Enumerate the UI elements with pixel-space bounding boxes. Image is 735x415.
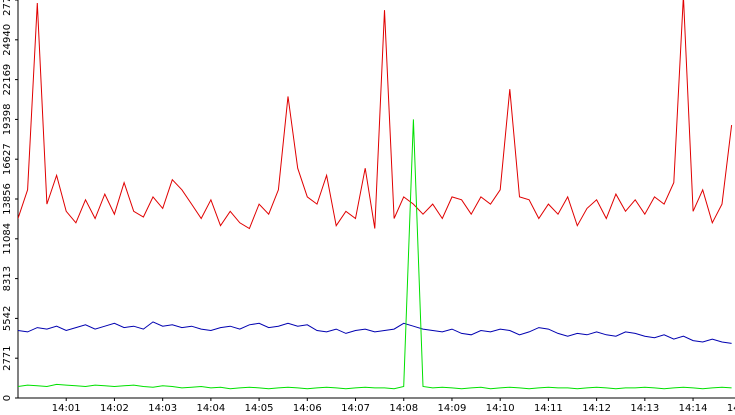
series-line — [18, 119, 732, 390]
x-tick-label: 14:03 — [148, 403, 177, 414]
y-tick-label: 0 — [2, 395, 13, 401]
x-tick-label: 14:02 — [100, 403, 129, 414]
x-tick-label: 14:09 — [438, 403, 467, 414]
x-tick-label: 14:14 — [679, 403, 708, 414]
x-tick-label: 14:15 — [727, 403, 735, 414]
x-tick-label: 14:07 — [341, 403, 370, 414]
x-tick-label: 14:05 — [245, 403, 274, 414]
x-tick-label: 14:10 — [486, 403, 515, 414]
y-tick-label: 8313 — [2, 266, 13, 291]
plot-area — [18, 0, 733, 390]
x-tick-label: 14:12 — [582, 403, 611, 414]
x-tick-label: 14:08 — [389, 403, 418, 414]
y-tick-label: 13856 — [2, 183, 13, 215]
x-tick-label: 14:13 — [630, 403, 659, 414]
x-tick-label: 14:04 — [196, 403, 225, 414]
series-line — [18, 321, 732, 344]
series-line — [18, 0, 733, 230]
y-tick-label: 11084 — [2, 223, 13, 255]
y-tick-label: 2771 — [2, 345, 13, 370]
y-tick-label: 22169 — [2, 64, 13, 96]
x-tick-label: 14:11 — [534, 403, 563, 414]
y-tick-label: 16627 — [2, 143, 13, 175]
x-tick-label: 14:01 — [52, 403, 81, 414]
y-tick-label: 27712 — [2, 0, 13, 16]
y-tick-label: 24940 — [2, 24, 13, 56]
y-tick-label: 19398 — [2, 103, 13, 135]
y-tick-label: 5542 — [2, 306, 13, 331]
x-tick-label: 14:06 — [293, 403, 322, 414]
